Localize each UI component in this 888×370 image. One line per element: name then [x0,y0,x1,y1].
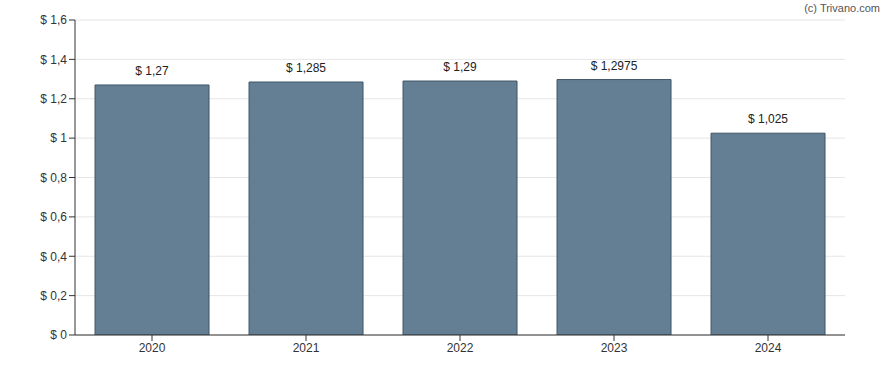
svg-text:$ 0,2: $ 0,2 [40,289,67,303]
svg-text:$ 0,6: $ 0,6 [40,210,67,224]
svg-text:$ 1,6: $ 1,6 [40,13,67,27]
svg-text:2024: 2024 [755,341,782,355]
svg-text:2021: 2021 [293,341,320,355]
svg-text:2020: 2020 [139,341,166,355]
svg-text:$ 1,27: $ 1,27 [135,64,169,78]
svg-text:$ 1,2: $ 1,2 [40,92,67,106]
svg-text:$ 0,8: $ 0,8 [40,171,67,185]
svg-text:2023: 2023 [601,341,628,355]
svg-text:$ 1,285: $ 1,285 [286,61,326,75]
svg-text:$ 1: $ 1 [50,131,67,145]
svg-text:$ 1,025: $ 1,025 [748,112,788,126]
svg-text:$ 1,2975: $ 1,2975 [591,59,638,73]
svg-text:$ 1,4: $ 1,4 [40,53,67,67]
svg-text:$ 0: $ 0 [50,328,67,342]
svg-text:2022: 2022 [447,341,474,355]
svg-text:$ 1,29: $ 1,29 [443,60,477,74]
svg-text:$ 0,4: $ 0,4 [40,250,67,264]
html-text:(c) Trivano.com: (c) Trivano.com [804,2,880,14]
